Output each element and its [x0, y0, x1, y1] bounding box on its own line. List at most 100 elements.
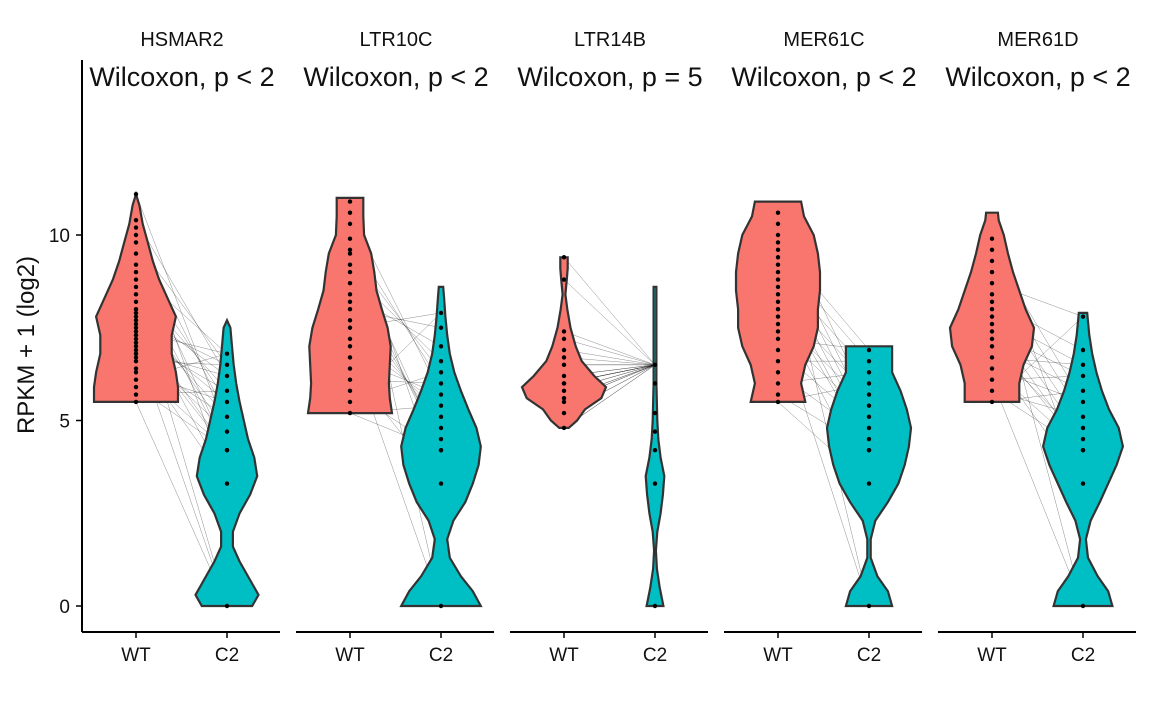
data-point	[347, 307, 353, 312]
data-point	[989, 269, 995, 275]
data-point	[133, 307, 139, 312]
data-point	[866, 370, 872, 375]
data-point	[989, 236, 995, 241]
pair-line	[135, 194, 228, 432]
x-tick-label: C2	[1071, 645, 1095, 666]
data-point	[989, 292, 995, 297]
wilcoxon-label: Wilcoxon, p = 5	[517, 62, 702, 92]
data-point	[561, 355, 567, 360]
data-point	[347, 269, 353, 275]
data-point	[775, 277, 781, 282]
data-point	[347, 199, 353, 204]
data-point	[989, 258, 995, 264]
data-point	[347, 366, 353, 371]
data-point	[561, 336, 567, 342]
data-point	[866, 425, 872, 431]
data-point	[133, 340, 139, 345]
data-point	[133, 299, 139, 304]
data-point	[775, 292, 781, 297]
data-point	[866, 403, 872, 408]
data-point	[224, 414, 230, 419]
pair-line	[991, 379, 1084, 607]
data-point	[775, 210, 781, 215]
data-point	[224, 447, 230, 453]
axes-layer: 0 5 10	[49, 60, 83, 632]
data-point	[1080, 362, 1086, 368]
data-point	[561, 373, 567, 379]
data-point	[989, 344, 995, 349]
panels-layer: HSMAR2 Wilcoxon, p < 2 WT C2 LTR10C Wilcoxon,…	[82, 29, 1136, 666]
data-point	[347, 388, 353, 394]
data-point	[438, 436, 444, 442]
data-point	[224, 362, 230, 368]
data-point	[866, 381, 872, 386]
violin-c2	[399, 285, 483, 608]
x-tick-label: WT	[977, 645, 1007, 666]
y-tick-label: 0	[59, 597, 70, 618]
violin-c2	[644, 285, 666, 608]
data-point	[133, 292, 139, 297]
data-point	[561, 255, 567, 260]
x-tick-label: WT	[763, 645, 793, 666]
data-point	[866, 358, 872, 364]
data-point	[866, 436, 872, 442]
x-tick-label: WT	[335, 645, 365, 666]
data-point	[347, 325, 353, 330]
data-point	[347, 355, 353, 360]
data-point	[133, 351, 139, 356]
data-point	[561, 410, 567, 416]
data-point	[652, 481, 658, 486]
panel-mer61d: MER61D Wilcoxon, p < 2 WT C2	[938, 29, 1136, 666]
data-point	[989, 366, 995, 371]
data-point	[775, 221, 781, 227]
violin-c2	[825, 345, 913, 608]
data-point	[133, 325, 139, 330]
data-point	[133, 262, 139, 267]
data-point	[775, 381, 781, 386]
panel-ltr14b: LTR14B Wilcoxon, p = 5 WT C2	[510, 29, 708, 666]
data-point	[561, 399, 567, 405]
data-point	[775, 269, 781, 275]
data-point	[133, 329, 139, 334]
data-point	[1080, 603, 1086, 609]
wilcoxon-label: Wilcoxon, p < 2	[731, 62, 916, 92]
data-point	[224, 603, 230, 609]
data-point	[775, 399, 781, 405]
data-point	[561, 362, 567, 368]
data-point	[652, 429, 658, 434]
data-point	[775, 247, 781, 253]
data-point	[133, 240, 139, 245]
data-point	[347, 292, 353, 297]
data-point	[989, 299, 995, 304]
data-point	[989, 377, 995, 382]
panel-hsmar2: HSMAR2 Wilcoxon, p < 2 WT C2	[82, 29, 280, 666]
violin-c2	[194, 317, 260, 608]
data-point	[438, 310, 444, 316]
data-point	[347, 344, 353, 349]
data-point	[347, 262, 353, 267]
data-point	[652, 381, 658, 386]
data-point	[989, 307, 995, 312]
data-point	[561, 329, 567, 334]
data-point	[438, 425, 444, 431]
data-point	[133, 284, 139, 290]
x-tick-label: WT	[549, 645, 579, 666]
data-point	[133, 232, 139, 238]
data-point	[438, 325, 444, 330]
data-point	[347, 410, 353, 416]
y-axis-title: RPKM + 1 (log2)	[13, 256, 40, 434]
data-point	[775, 347, 781, 353]
data-point	[133, 269, 139, 275]
data-point	[775, 392, 781, 397]
data-point	[775, 307, 781, 312]
data-point	[133, 191, 139, 197]
data-point	[1080, 436, 1086, 442]
data-point	[1080, 314, 1086, 319]
data-point	[133, 355, 139, 360]
wilcoxon-label: Wilcoxon, p < 2	[945, 62, 1130, 92]
panel-mer61c: MER61C Wilcoxon, p < 2 WT C2	[724, 29, 922, 666]
x-tick-label: C2	[215, 645, 239, 666]
violin-wt	[520, 256, 608, 429]
data-point	[775, 299, 781, 304]
data-point	[989, 388, 995, 394]
